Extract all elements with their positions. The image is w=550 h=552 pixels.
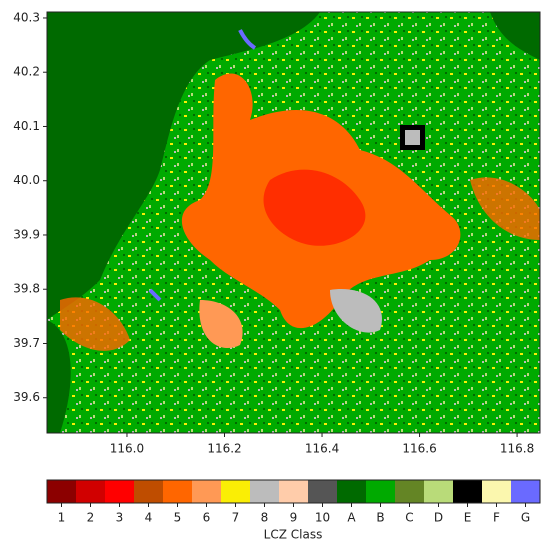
colorbar-tick-label: C [405, 511, 413, 525]
colorbar-swatch [511, 480, 541, 503]
x-tick-label: 116.4 [305, 442, 339, 456]
x-tick-label: 116.2 [207, 442, 241, 456]
colorbar-tick-label: F [493, 511, 500, 525]
lcz-map [47, 12, 540, 433]
colorbar-tick-label: 5 [174, 511, 182, 525]
colorbar-tick-label: D [434, 511, 443, 525]
x-tick-label: 116.6 [402, 442, 436, 456]
y-tick-label: 40.2 [13, 65, 40, 79]
y-tick-label: 40.1 [13, 119, 40, 133]
colorbar-swatch [279, 480, 309, 503]
colorbar-tick-label: 7 [232, 511, 240, 525]
y-tick-label: 39.7 [13, 336, 40, 350]
colorbar-swatch [221, 480, 251, 503]
colorbar-tick-label: A [347, 511, 356, 525]
x-tick-label: 116.0 [110, 442, 144, 456]
colorbar-swatch [453, 480, 483, 503]
colorbar-tick-label: 3 [116, 511, 124, 525]
y-tick-label: 39.6 [13, 390, 40, 404]
colorbar-tick-label: 10 [315, 511, 330, 525]
y-tick-label: 39.9 [13, 227, 40, 241]
colorbar-swatch [482, 480, 512, 503]
colorbar-swatch [250, 480, 280, 503]
colorbar-swatch [192, 480, 222, 503]
colorbar-swatch [76, 480, 106, 503]
x-tick-label: 116.8 [500, 442, 534, 456]
colorbar-tick-label: 2 [87, 511, 95, 525]
colorbar-swatch [337, 480, 367, 503]
colorbar-label: LCZ Class [264, 528, 323, 542]
y-tick-label: 40.3 [13, 10, 40, 24]
colorbar-frame [46, 479, 541, 504]
colorbar-swatch [47, 480, 77, 503]
colorbar-tick-label: 1 [58, 511, 66, 525]
colorbar-swatch [163, 480, 193, 503]
colorbar-swatch [105, 480, 135, 503]
colorbar-tick-label: 6 [203, 511, 211, 525]
colorbar-tick-label: 9 [290, 511, 298, 525]
colorbar-swatch [134, 480, 164, 503]
colorbar-tick-label: B [376, 511, 384, 525]
colorbar-swatch [395, 480, 425, 503]
colorbar-tick-label: E [464, 511, 472, 525]
y-tick-label: 39.8 [13, 282, 40, 296]
colorbar-tick-label: G [521, 511, 530, 525]
colorbar-tick-label: 8 [261, 511, 269, 525]
colorbar-swatch [424, 480, 454, 503]
colorbar-swatch [366, 480, 396, 503]
colorbar-swatch [308, 480, 338, 503]
colorbar-tick-label: 4 [145, 511, 153, 525]
y-tick-label: 40.0 [13, 173, 40, 187]
map-frame [46, 11, 541, 434]
